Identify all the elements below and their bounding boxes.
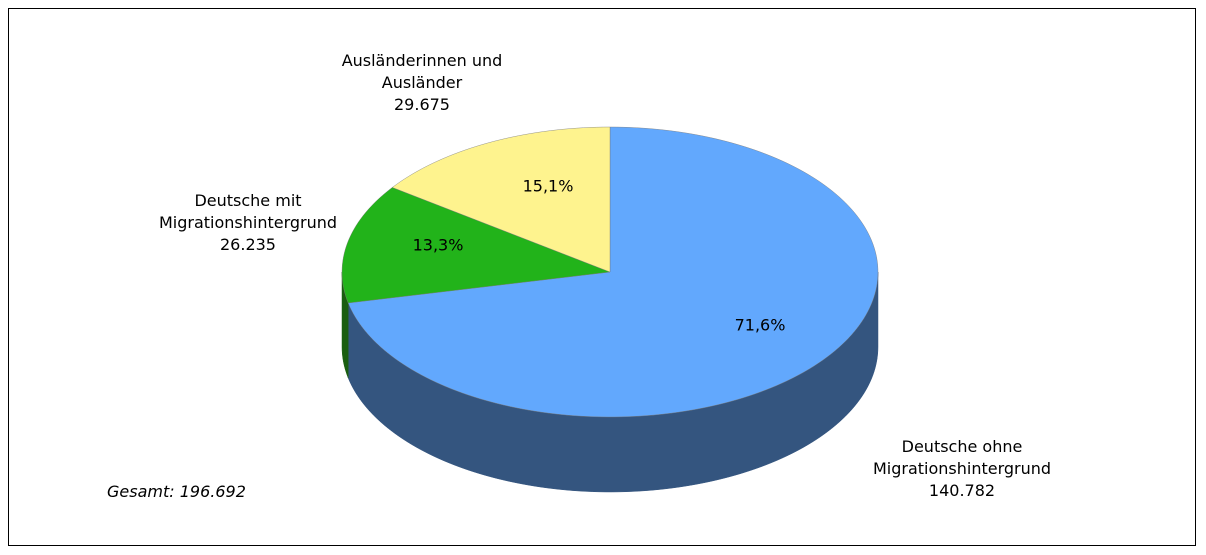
category-label: Deutsche ohne Migrationshintergrund [872, 437, 1052, 478]
slice-label: Deutsche ohne Migrationshintergrund 140.7… [847, 436, 1077, 502]
value-label: 140.782 [928, 481, 996, 500]
slice-label: Ausländerinnen und Ausländer 29.675 [312, 50, 532, 116]
slice [347, 126, 879, 418]
percent-label: 15,1% [522, 176, 574, 196]
percent-label: 71,6% [734, 315, 786, 335]
annotation: Gesamt: 196.692 [107, 482, 246, 501]
slice [341, 187, 611, 304]
slice [391, 126, 611, 273]
category-label: Deutsche mit Migrationshintergrund [158, 191, 338, 232]
chart-frame [8, 8, 1196, 546]
category-label: Ausländerinnen und Ausländer [341, 51, 503, 92]
value-label: 26.235 [220, 235, 276, 254]
percent-label: 13,3% [412, 235, 464, 255]
slice-label: Deutsche mit Migrationshintergrund 26.235 [148, 190, 348, 256]
value-label: 29.675 [394, 95, 450, 114]
